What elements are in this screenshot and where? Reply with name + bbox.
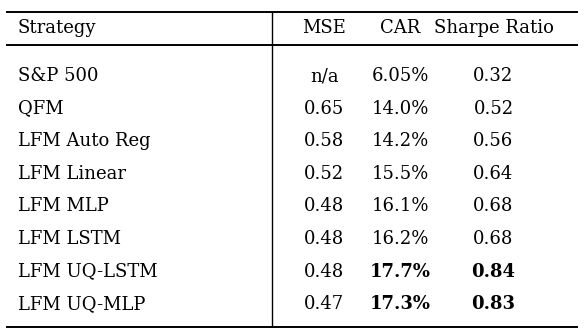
- Text: CAR: CAR: [380, 19, 420, 37]
- Text: 14.2%: 14.2%: [371, 132, 429, 150]
- Text: 16.1%: 16.1%: [371, 197, 429, 215]
- Text: 14.0%: 14.0%: [371, 100, 429, 118]
- Text: Sharpe Ratio: Sharpe Ratio: [433, 19, 554, 37]
- Text: 0.32: 0.32: [474, 67, 513, 85]
- Text: Strategy: Strategy: [18, 19, 96, 37]
- Text: 6.05%: 6.05%: [371, 67, 429, 85]
- Text: 0.64: 0.64: [474, 165, 513, 183]
- Text: LFM Linear: LFM Linear: [18, 165, 126, 183]
- Text: 0.83: 0.83: [471, 295, 516, 313]
- Text: S&P 500: S&P 500: [18, 67, 98, 85]
- Text: LFM UQ-MLP: LFM UQ-MLP: [18, 295, 145, 313]
- Text: 0.65: 0.65: [304, 100, 344, 118]
- Text: LFM UQ-LSTM: LFM UQ-LSTM: [18, 263, 157, 281]
- Text: 0.68: 0.68: [473, 230, 514, 248]
- Text: QFM: QFM: [18, 100, 63, 118]
- Text: 0.47: 0.47: [304, 295, 344, 313]
- Text: 0.48: 0.48: [304, 197, 344, 215]
- Text: 0.56: 0.56: [474, 132, 513, 150]
- Text: 15.5%: 15.5%: [371, 165, 429, 183]
- Text: 0.84: 0.84: [471, 263, 516, 281]
- Text: 0.48: 0.48: [304, 230, 344, 248]
- Text: 17.3%: 17.3%: [370, 295, 430, 313]
- Text: 0.68: 0.68: [473, 197, 514, 215]
- Text: 16.2%: 16.2%: [371, 230, 429, 248]
- Text: 0.58: 0.58: [304, 132, 344, 150]
- Text: LFM LSTM: LFM LSTM: [18, 230, 120, 248]
- Text: LFM Auto Reg: LFM Auto Reg: [18, 132, 150, 150]
- Text: n/a: n/a: [310, 67, 339, 85]
- Text: 0.52: 0.52: [474, 100, 513, 118]
- Text: LFM MLP: LFM MLP: [18, 197, 108, 215]
- Text: 0.52: 0.52: [304, 165, 344, 183]
- Text: 0.48: 0.48: [304, 263, 344, 281]
- Text: 17.7%: 17.7%: [370, 263, 430, 281]
- Text: MSE: MSE: [302, 19, 346, 37]
